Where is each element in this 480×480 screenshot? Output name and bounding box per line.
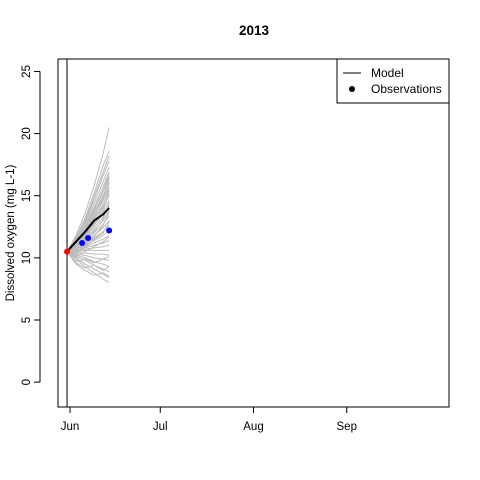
ensemble-line [66, 236, 110, 258]
y-tick-label: 15 [21, 189, 33, 202]
ensemble-line [66, 211, 110, 254]
ensemble-line [66, 150, 110, 252]
legend-point-symbol [349, 86, 355, 92]
ensemble-line [66, 251, 110, 271]
ensemble-line [66, 235, 110, 253]
ensemble-line [66, 193, 110, 253]
ensemble-line [67, 249, 110, 253]
ensemble-line [66, 195, 110, 252]
model-line [66, 207, 110, 253]
observation-point [85, 234, 92, 241]
ensemble-line [66, 251, 110, 277]
plot-frame [57, 58, 450, 408]
ensemble-line [66, 251, 110, 284]
y-tick-label: 20 [21, 127, 33, 140]
x-tick-label: Sep [337, 421, 357, 433]
ensemble-line [66, 155, 110, 252]
y-tick-label: 10 [21, 251, 33, 264]
y-axis: 0 5 10 15 20 25 [21, 65, 41, 385]
observation-point [64, 248, 71, 255]
x-axis: Jun Jul Aug Sep [61, 407, 357, 433]
y-tick-label: 25 [21, 65, 33, 78]
ensemble-line [66, 127, 110, 252]
model-series [66, 207, 110, 253]
x-tick-label: Aug [243, 421, 263, 433]
y-tick-label: 5 [21, 317, 33, 323]
ensemble-line [66, 183, 110, 253]
legend-label: Model [371, 66, 404, 80]
x-tick-label: Jul [153, 421, 168, 433]
observation-point [106, 227, 113, 234]
x-tick-label: Jun [61, 421, 80, 433]
legend-label: Observations [371, 82, 442, 96]
ensemble-line [66, 221, 110, 255]
ensemble-lines [66, 127, 110, 284]
legend: Model Observations [336, 58, 450, 104]
ensemble-line [66, 251, 110, 264]
legend-box [336, 58, 450, 104]
ensemble-line [66, 251, 110, 268]
observation-point [79, 239, 86, 246]
chart-title: 2013 [239, 23, 270, 38]
observation-points [64, 227, 113, 255]
y-tick-label: 0 [21, 379, 33, 385]
y-axis-label: Dissolved oxygen (mg L-1) [5, 164, 17, 301]
ensemble-line [66, 166, 110, 252]
